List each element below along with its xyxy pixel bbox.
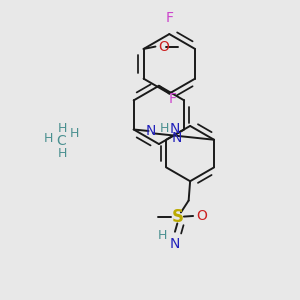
Text: F: F	[169, 92, 177, 106]
Text: H: H	[158, 229, 167, 242]
Text: H: H	[58, 122, 67, 135]
Text: H: H	[58, 147, 67, 160]
Text: N: N	[170, 237, 180, 251]
Text: N: N	[172, 131, 182, 145]
Text: F: F	[165, 11, 173, 25]
Text: N: N	[169, 122, 180, 136]
Text: N: N	[146, 124, 156, 138]
Text: H: H	[44, 132, 53, 145]
Text: C: C	[56, 134, 66, 148]
Text: H: H	[159, 122, 169, 135]
Text: H: H	[70, 127, 79, 140]
Text: O: O	[197, 209, 208, 223]
Text: S: S	[171, 208, 183, 226]
Text: O: O	[158, 40, 169, 54]
